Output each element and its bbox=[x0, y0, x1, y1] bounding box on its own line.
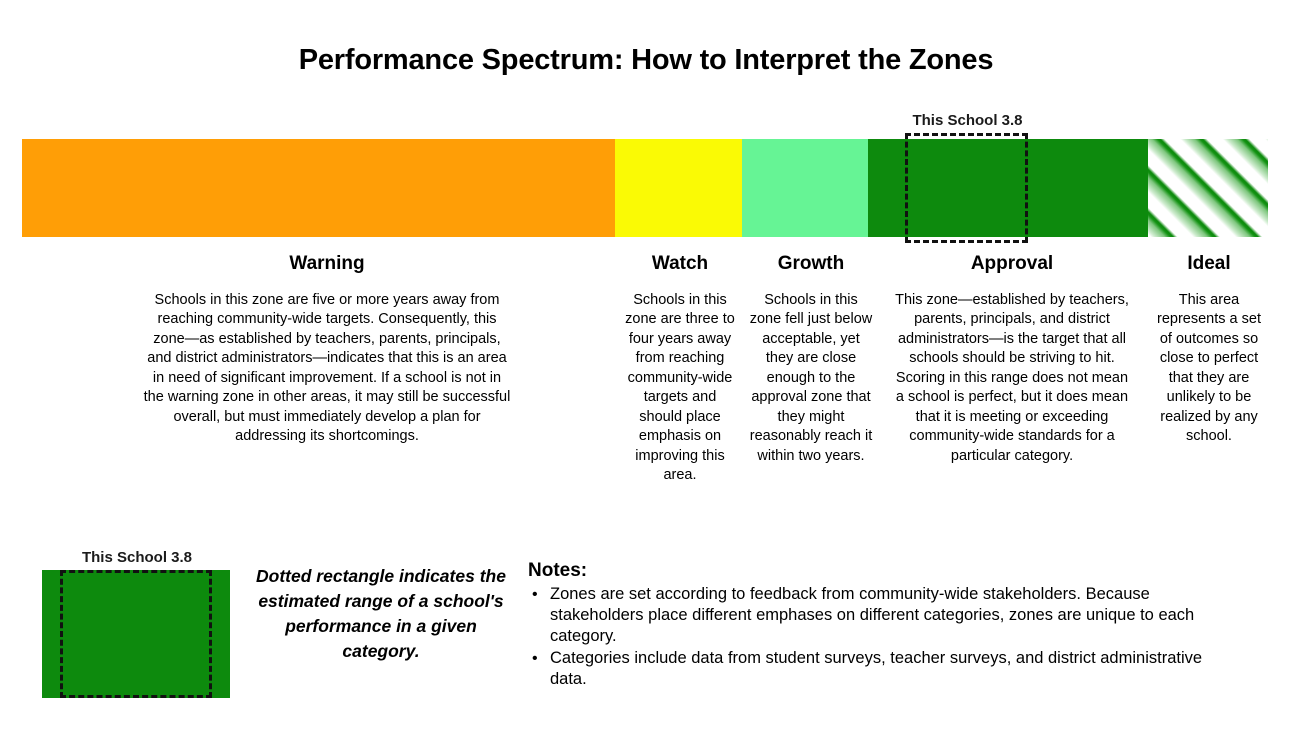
zone-column-watch: Watch Schools in this zone are three to … bbox=[621, 253, 739, 486]
zone-band-ideal bbox=[1148, 139, 1268, 237]
page-title: Performance Spectrum: How to Interpret t… bbox=[298, 44, 994, 76]
zone-description-warning: Schools in this zone are five or more ye… bbox=[143, 291, 511, 445]
legend-caption: Dotted rectangle indicates the estimated… bbox=[256, 566, 506, 661]
bullet-icon: • bbox=[532, 650, 538, 667]
zone-column-ideal: Ideal This area represents a set of outc… bbox=[1157, 253, 1261, 447]
zone-band-growth bbox=[742, 139, 868, 237]
zone-label-ideal: Ideal bbox=[1187, 253, 1231, 274]
notes-list-item: • Categories include data from student s… bbox=[528, 648, 1228, 690]
zone-label-approval: Approval bbox=[970, 253, 1054, 274]
notes-list: • Zones are set according to feedback fr… bbox=[528, 584, 1228, 690]
legend-marker-label: This School 3.8 bbox=[81, 549, 193, 566]
bullet-icon: • bbox=[532, 586, 538, 603]
zone-column-growth: Growth Schools in this zone fell just be… bbox=[748, 253, 874, 466]
school-marker-label: This School 3.8 bbox=[912, 112, 1023, 129]
zone-description-growth: Schools in this zone fell just below acc… bbox=[749, 291, 873, 464]
zone-label-warning: Warning bbox=[289, 253, 365, 274]
zone-band-approval bbox=[868, 139, 1148, 237]
zone-column-warning: Warning Schools in this zone are five or… bbox=[142, 253, 512, 447]
notes-item-text: Categories include data from student sur… bbox=[550, 649, 1203, 688]
notes-item-text: Zones are set according to feedback from… bbox=[550, 585, 1195, 645]
zone-description-watch: Schools in this zone are three to four y… bbox=[625, 291, 735, 484]
notes-list-item: • Zones are set according to feedback fr… bbox=[528, 584, 1228, 647]
zone-label-growth: Growth bbox=[777, 253, 845, 274]
zone-label-watch: Watch bbox=[651, 253, 709, 274]
legend-dashed-rectangle bbox=[60, 570, 212, 698]
zone-column-approval: Approval This zone—established by teache… bbox=[890, 253, 1134, 466]
zone-description-ideal: This area represents a set of outcomes s… bbox=[1157, 291, 1261, 445]
spectrum-bar bbox=[22, 139, 1268, 237]
zone-band-watch bbox=[615, 139, 742, 237]
legend-green-swatch bbox=[42, 570, 230, 698]
zone-description-approval: This zone—established by teachers, paren… bbox=[895, 291, 1129, 464]
notes-heading: Notes: bbox=[528, 560, 588, 581]
notes-section: Notes: • Zones are set according to feed… bbox=[528, 560, 1228, 691]
zone-band-warning bbox=[22, 139, 615, 237]
